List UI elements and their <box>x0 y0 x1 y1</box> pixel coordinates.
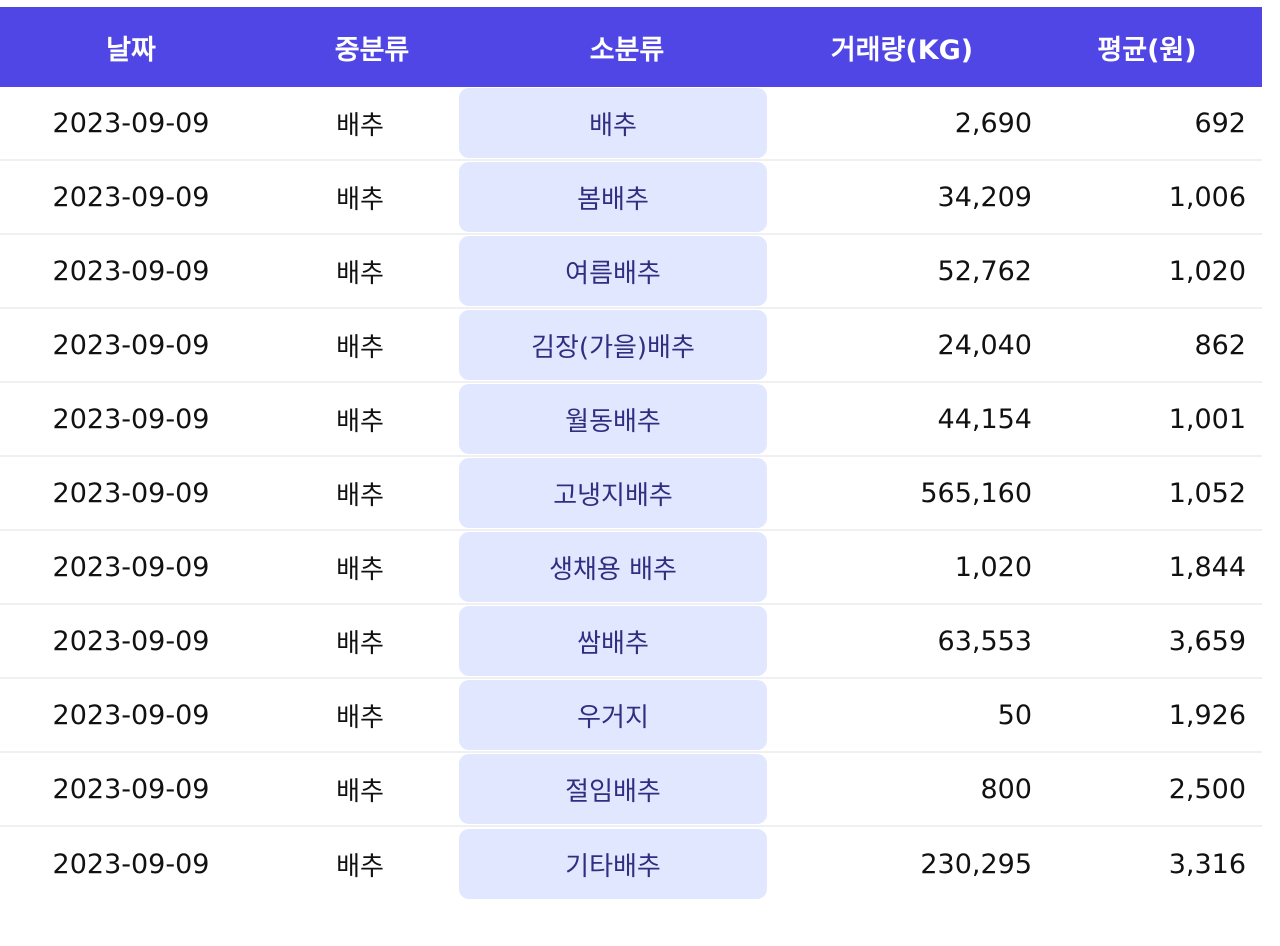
cell-sub-category-wrap: 생채용 배추 <box>458 531 768 603</box>
cell-average: 2,500 <box>1168 773 1246 805</box>
cell-average: 3,316 <box>1168 848 1246 880</box>
header-mid-category[interactable]: 중분류 <box>334 34 410 66</box>
cell-sub-category: 우거지 <box>459 680 767 750</box>
cell-date: 2023-09-09 <box>52 773 210 805</box>
cell-sub-category: 배추 <box>459 88 767 158</box>
cell-volume: 50 <box>997 699 1032 731</box>
price-table: 날짜 중분류 소분류 거래량(KG) 평균(원) 2023-09-09 배추 배추 2… <box>0 7 1262 901</box>
table-header: 날짜 중분류 소분류 거래량(KG) 평균(원) <box>0 7 1262 87</box>
cell-sub-category: 월동배추 <box>459 384 767 454</box>
cell-volume: 52,762 <box>937 255 1032 287</box>
header-volume[interactable]: 거래량(KG) <box>830 34 974 66</box>
header-date[interactable]: 날짜 <box>106 34 156 66</box>
cell-mid-category: 배추 <box>336 258 384 289</box>
cell-volume: 565,160 <box>920 477 1032 509</box>
cell-volume: 63,553 <box>937 625 1032 657</box>
table-row[interactable]: 2023-09-09 배추 봄배추 34,209 1,006 <box>0 161 1262 235</box>
cell-average: 1,844 <box>1168 551 1246 583</box>
cell-mid-category: 배추 <box>336 480 384 511</box>
table-row[interactable]: 2023-09-09 배추 쌈배추 63,553 3,659 <box>0 605 1262 679</box>
cell-mid-category: 배추 <box>336 628 384 659</box>
table-row[interactable]: 2023-09-09 배추 생채용 배추 1,020 1,844 <box>0 531 1262 605</box>
cell-volume: 34,209 <box>937 181 1032 213</box>
cell-mid-category: 배추 <box>336 702 384 733</box>
cell-date: 2023-09-09 <box>52 699 210 731</box>
table-row[interactable]: 2023-09-09 배추 절임배추 800 2,500 <box>0 753 1262 827</box>
cell-mid-category: 배추 <box>336 184 384 215</box>
cell-date: 2023-09-09 <box>52 181 210 213</box>
cell-average: 1,020 <box>1168 255 1246 287</box>
cell-date: 2023-09-09 <box>52 107 210 139</box>
cell-sub-category-wrap: 쌈배추 <box>458 605 768 677</box>
cell-date: 2023-09-09 <box>52 625 210 657</box>
cell-sub-category: 여름배추 <box>459 236 767 306</box>
cell-date: 2023-09-09 <box>52 848 210 880</box>
cell-mid-category: 배추 <box>336 554 384 585</box>
cell-sub-category-wrap: 기타배추 <box>458 828 768 900</box>
cell-date: 2023-09-09 <box>52 329 210 361</box>
cell-volume: 800 <box>980 773 1032 805</box>
header-average[interactable]: 평균(원) <box>1097 34 1197 66</box>
cell-average: 692 <box>1194 107 1246 139</box>
cell-sub-category-wrap: 배추 <box>458 87 768 159</box>
header-sub-category[interactable]: 소분류 <box>589 34 665 66</box>
cell-mid-category: 배추 <box>336 851 384 882</box>
cell-volume: 230,295 <box>920 848 1032 880</box>
cell-average: 3,659 <box>1168 625 1246 657</box>
cell-average: 1,052 <box>1168 477 1246 509</box>
table-row[interactable]: 2023-09-09 배추 여름배추 52,762 1,020 <box>0 235 1262 309</box>
cell-volume: 2,690 <box>954 107 1032 139</box>
cell-sub-category-wrap: 여름배추 <box>458 235 768 307</box>
cell-mid-category: 배추 <box>336 406 384 437</box>
cell-date: 2023-09-09 <box>52 255 210 287</box>
cell-average: 862 <box>1194 329 1246 361</box>
cell-average: 1,006 <box>1168 181 1246 213</box>
cell-date: 2023-09-09 <box>52 477 210 509</box>
cell-sub-category: 봄배추 <box>459 162 767 232</box>
cell-sub-category-wrap: 우거지 <box>458 679 768 751</box>
cell-sub-category-wrap: 김장(가을)배추 <box>458 309 768 381</box>
cell-sub-category: 고냉지배추 <box>459 458 767 528</box>
cell-volume: 44,154 <box>937 403 1032 435</box>
cell-volume: 24,040 <box>937 329 1032 361</box>
cell-sub-category: 기타배추 <box>459 829 767 899</box>
cell-mid-category: 배추 <box>336 776 384 807</box>
cell-average: 1,926 <box>1168 699 1246 731</box>
table-row[interactable]: 2023-09-09 배추 월동배추 44,154 1,001 <box>0 383 1262 457</box>
table-body: 2023-09-09 배추 배추 2,690 692 2023-09-09 배추 봄배추 34,… <box>0 87 1262 901</box>
cell-sub-category-wrap: 월동배추 <box>458 383 768 455</box>
table-row[interactable]: 2023-09-09 배추 우거지 50 1,926 <box>0 679 1262 753</box>
cell-sub-category: 생채용 배추 <box>459 532 767 602</box>
cell-sub-category-wrap: 고냉지배추 <box>458 457 768 529</box>
cell-date: 2023-09-09 <box>52 551 210 583</box>
cell-mid-category: 배추 <box>336 110 384 141</box>
cell-mid-category: 배추 <box>336 332 384 363</box>
table-row[interactable]: 2023-09-09 배추 김장(가을)배추 24,040 862 <box>0 309 1262 383</box>
cell-sub-category: 쌈배추 <box>459 606 767 676</box>
cell-average: 1,001 <box>1168 403 1246 435</box>
cell-sub-category-wrap: 절임배추 <box>458 753 768 825</box>
cell-sub-category: 절임배추 <box>459 754 767 824</box>
cell-date: 2023-09-09 <box>52 403 210 435</box>
cell-volume: 1,020 <box>954 551 1032 583</box>
table-row[interactable]: 2023-09-09 배추 기타배추 230,295 3,316 <box>0 827 1262 901</box>
cell-sub-category-wrap: 봄배추 <box>458 161 768 233</box>
table-row[interactable]: 2023-09-09 배추 고냉지배추 565,160 1,052 <box>0 457 1262 531</box>
cell-sub-category: 김장(가을)배추 <box>459 310 767 380</box>
table-row[interactable]: 2023-09-09 배추 배추 2,690 692 <box>0 87 1262 161</box>
